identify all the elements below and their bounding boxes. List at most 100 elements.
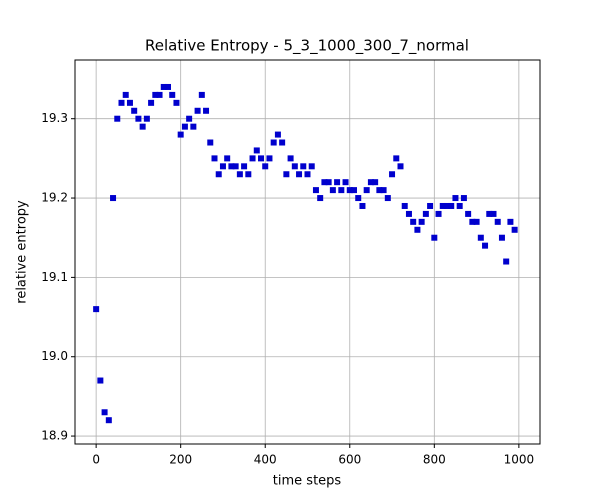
point	[300, 163, 307, 170]
point	[283, 171, 290, 178]
point	[346, 187, 353, 194]
point	[473, 218, 480, 225]
point	[114, 115, 121, 122]
point	[507, 218, 514, 225]
point	[186, 115, 193, 122]
point	[372, 179, 379, 186]
x-tick-label: 800	[423, 453, 446, 467]
point	[177, 131, 184, 138]
point	[393, 155, 400, 162]
point	[503, 258, 510, 265]
point	[334, 179, 341, 186]
x-tick-label: 200	[169, 453, 192, 467]
point	[232, 163, 239, 170]
point	[165, 83, 171, 90]
point	[448, 202, 455, 209]
point	[338, 187, 345, 194]
point	[456, 202, 463, 209]
x-tick-label: 400	[254, 453, 277, 467]
point	[253, 147, 260, 154]
point	[279, 139, 286, 146]
point	[342, 179, 349, 186]
point	[296, 171, 303, 178]
point	[312, 187, 319, 194]
point	[498, 234, 505, 241]
point	[181, 123, 188, 130]
point	[401, 202, 408, 209]
point	[105, 417, 112, 424]
point	[126, 99, 133, 106]
point	[389, 171, 396, 178]
point	[110, 195, 117, 202]
y-tick-label: 19.3	[41, 111, 68, 125]
point	[444, 202, 450, 209]
point	[122, 91, 129, 98]
x-axis-label: time steps	[273, 474, 342, 489]
point	[93, 306, 100, 313]
point	[258, 155, 264, 162]
point	[410, 218, 417, 225]
point	[431, 234, 438, 241]
plot-frame	[74, 59, 541, 445]
point	[203, 107, 210, 114]
point	[148, 99, 155, 106]
point	[317, 195, 324, 202]
point	[351, 187, 357, 194]
point	[207, 139, 214, 146]
y-tick-label: 19.1	[41, 270, 68, 284]
point	[291, 163, 298, 170]
point	[287, 155, 294, 162]
point	[427, 202, 434, 209]
x-tick-label: 0	[92, 453, 100, 467]
point	[435, 210, 442, 217]
point	[376, 187, 383, 194]
point	[325, 179, 332, 186]
point	[380, 187, 387, 194]
point	[194, 107, 201, 114]
point	[490, 210, 497, 217]
point	[304, 171, 311, 178]
point	[363, 187, 370, 194]
point	[160, 83, 167, 90]
point	[236, 171, 243, 178]
point	[224, 155, 231, 162]
point	[266, 155, 273, 162]
point	[97, 377, 104, 384]
point	[249, 155, 256, 162]
point	[460, 195, 467, 202]
y-tick-label: 19.2	[41, 191, 68, 205]
point	[465, 210, 472, 217]
point	[190, 123, 197, 130]
point	[405, 210, 412, 217]
point	[101, 409, 108, 416]
point	[321, 179, 328, 186]
point	[118, 99, 125, 106]
point	[241, 163, 248, 170]
point	[486, 210, 493, 217]
point	[355, 195, 362, 202]
point	[211, 155, 218, 162]
point	[439, 202, 446, 209]
y-tick-label: 18.9	[41, 429, 68, 443]
point	[418, 218, 425, 225]
point	[262, 163, 269, 170]
point	[359, 202, 366, 209]
point	[329, 187, 336, 194]
point	[156, 91, 163, 98]
point	[482, 242, 489, 249]
point	[219, 163, 226, 170]
point	[452, 195, 459, 202]
point	[397, 163, 404, 170]
point	[367, 179, 374, 186]
point	[274, 131, 281, 138]
point	[270, 139, 277, 146]
x-tick-label: 1000	[504, 453, 535, 467]
point	[135, 115, 142, 122]
point	[139, 123, 146, 130]
point	[169, 91, 176, 98]
y-tick-label: 19.0	[41, 349, 68, 363]
point	[131, 107, 138, 114]
point	[469, 218, 476, 225]
point	[477, 234, 484, 241]
